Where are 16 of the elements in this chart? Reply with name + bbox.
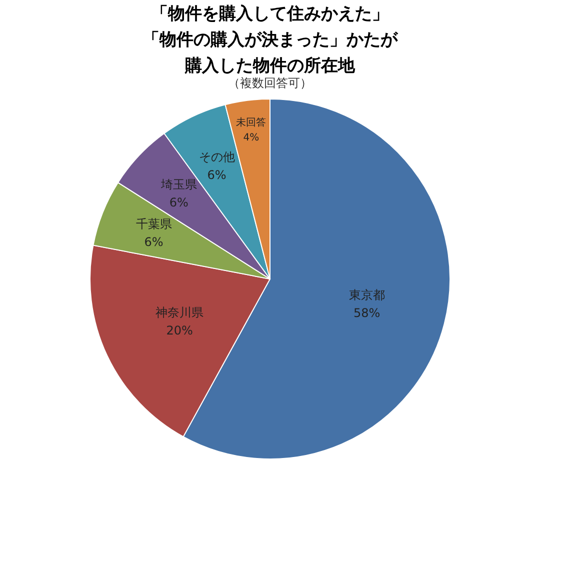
data-label: 6% xyxy=(144,234,164,249)
slice-label: 埼玉県 xyxy=(160,177,197,192)
text: 「物件を購入して住みかえた」 xyxy=(151,4,389,24)
text: 購入した物件の所在地 xyxy=(185,56,355,76)
slice-label: 東京都 xyxy=(348,288,385,302)
text: 「物件の購入が決まった」かたが xyxy=(142,30,398,50)
data-label: 6% xyxy=(207,168,226,182)
data-label: 6% xyxy=(169,195,188,210)
chart-subtitle: （複数回答可） xyxy=(228,76,312,90)
data-label: 58% xyxy=(354,306,380,320)
slice-label: 未回答 xyxy=(236,116,266,129)
slice-label: 千葉県 xyxy=(136,216,172,231)
slice-label: その他 xyxy=(198,150,235,164)
slice-label: 神奈川県 xyxy=(156,306,204,320)
data-label: 4% xyxy=(243,132,260,144)
data-label: 20% xyxy=(166,324,193,338)
